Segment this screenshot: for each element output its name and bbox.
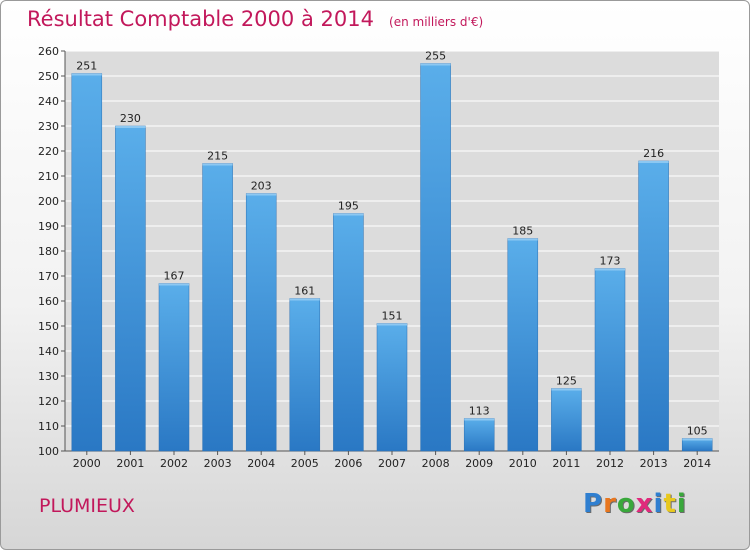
proxiti-logo: Proxiti <box>583 489 687 519</box>
y-tick-label: 190 <box>38 220 59 233</box>
place-name: PLUMIEUX <box>39 495 135 517</box>
bar <box>245 193 277 452</box>
bar <box>376 323 408 452</box>
y-tick-label: 180 <box>38 245 59 258</box>
y-tick-label: 170 <box>38 270 59 283</box>
data-label: 215 <box>207 150 228 163</box>
bar <box>507 238 539 452</box>
y-tick-label: 110 <box>38 420 59 433</box>
x-tick-label: 2007 <box>378 457 406 470</box>
data-label: 185 <box>512 225 533 238</box>
logo-letter: x <box>635 489 654 519</box>
bar <box>202 163 233 452</box>
data-label: 251 <box>76 60 97 73</box>
bar <box>115 125 146 452</box>
y-tick-label: 120 <box>38 395 59 408</box>
x-tick-label: 2006 <box>334 457 362 470</box>
title-row: Résultat Comptable 2000 à 2014 (en milli… <box>27 7 483 31</box>
x-tick-label: 2012 <box>596 457 624 470</box>
x-tick-label: 2005 <box>291 457 319 470</box>
y-tick-label: 240 <box>38 95 59 108</box>
logo-letter: i <box>653 489 664 519</box>
x-tick-label: 2002 <box>160 457 188 470</box>
data-label: 230 <box>120 112 141 125</box>
data-label: 173 <box>600 255 621 268</box>
bar <box>463 418 495 452</box>
x-tick-label: 2010 <box>509 457 537 470</box>
y-tick-label: 250 <box>38 70 59 83</box>
bar <box>420 63 451 452</box>
bar <box>551 388 582 452</box>
data-label: 203 <box>251 180 272 193</box>
x-tick-label: 2008 <box>422 457 450 470</box>
y-tick-label: 230 <box>38 120 59 133</box>
x-tick-label: 2003 <box>204 457 232 470</box>
data-label: 161 <box>294 285 315 298</box>
x-tick-label: 2009 <box>465 457 493 470</box>
logo-letter: P <box>583 489 604 519</box>
bar <box>333 213 364 452</box>
data-label: 125 <box>556 375 577 388</box>
x-tick-label: 2001 <box>116 457 144 470</box>
data-label: 167 <box>164 270 185 283</box>
chart-unit: (en milliers d'€) <box>389 15 484 29</box>
x-tick-label: 2011 <box>552 457 580 470</box>
bar <box>158 283 190 452</box>
data-label: 216 <box>643 147 664 160</box>
logo-letter: o <box>616 489 636 519</box>
y-tick-label: 160 <box>38 295 59 308</box>
y-tick-label: 200 <box>38 195 59 208</box>
bar <box>71 73 103 452</box>
logo-letter: i <box>676 489 687 519</box>
logo-letter: t <box>663 489 677 519</box>
y-tick-label: 100 <box>38 445 59 458</box>
x-tick-label: 2000 <box>73 457 101 470</box>
data-label: 105 <box>687 425 708 438</box>
data-label: 195 <box>338 200 359 213</box>
data-label: 151 <box>382 310 403 323</box>
y-tick-label: 210 <box>38 170 59 183</box>
logo-letter: r <box>603 489 617 519</box>
data-label: 113 <box>469 405 490 418</box>
chart-title: Résultat Comptable 2000 à 2014 <box>27 7 374 31</box>
data-label: 255 <box>425 50 446 63</box>
bar <box>638 160 669 452</box>
x-tick-label: 2004 <box>247 457 275 470</box>
y-tick-label: 130 <box>38 370 59 383</box>
x-tick-label: 2013 <box>640 457 668 470</box>
x-tick-label: 2014 <box>683 457 711 470</box>
y-tick-label: 140 <box>38 345 59 358</box>
y-tick-label: 150 <box>38 320 59 333</box>
y-tick-label: 260 <box>38 45 59 58</box>
y-tick-label: 220 <box>38 145 59 158</box>
bar <box>594 268 626 452</box>
bar <box>289 298 321 452</box>
